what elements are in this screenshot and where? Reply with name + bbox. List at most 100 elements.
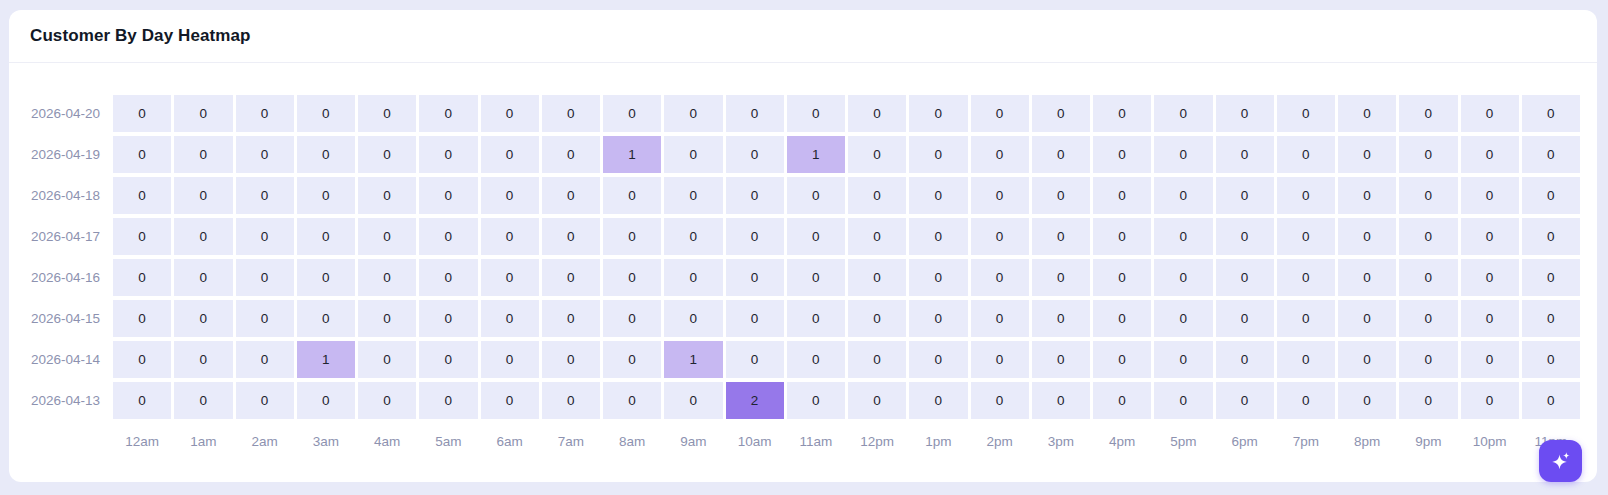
heatmap-cell[interactable]: 0 bbox=[1399, 95, 1457, 132]
heatmap-cell[interactable]: 0 bbox=[297, 95, 355, 132]
heatmap-cell[interactable]: 0 bbox=[542, 177, 600, 214]
heatmap-cell[interactable]: 0 bbox=[1032, 218, 1090, 255]
heatmap-cell[interactable]: 0 bbox=[419, 136, 477, 173]
heatmap-cell[interactable]: 0 bbox=[1216, 218, 1274, 255]
heatmap-cell[interactable]: 0 bbox=[481, 177, 539, 214]
heatmap-cell[interactable]: 0 bbox=[358, 300, 416, 337]
heatmap-cell[interactable]: 0 bbox=[1093, 300, 1151, 337]
heatmap-cell[interactable]: 0 bbox=[481, 136, 539, 173]
heatmap-cell[interactable]: 0 bbox=[1216, 341, 1274, 378]
heatmap-cell[interactable]: 0 bbox=[113, 95, 171, 132]
heatmap-cell[interactable]: 0 bbox=[848, 218, 906, 255]
heatmap-cell[interactable]: 0 bbox=[603, 177, 661, 214]
heatmap-cell[interactable]: 0 bbox=[1338, 136, 1396, 173]
heatmap-cell[interactable]: 0 bbox=[1277, 341, 1335, 378]
heatmap-cell[interactable]: 0 bbox=[542, 300, 600, 337]
heatmap-cell[interactable]: 0 bbox=[236, 341, 294, 378]
heatmap-cell[interactable]: 0 bbox=[909, 259, 967, 296]
heatmap-cell[interactable]: 0 bbox=[542, 218, 600, 255]
heatmap-cell[interactable]: 0 bbox=[787, 218, 845, 255]
heatmap-cell[interactable]: 0 bbox=[113, 382, 171, 419]
heatmap-cell[interactable]: 0 bbox=[481, 382, 539, 419]
heatmap-cell[interactable]: 0 bbox=[726, 341, 784, 378]
heatmap-cell[interactable]: 0 bbox=[726, 136, 784, 173]
heatmap-cell[interactable]: 0 bbox=[848, 259, 906, 296]
heatmap-cell[interactable]: 0 bbox=[848, 95, 906, 132]
heatmap-cell[interactable]: 0 bbox=[909, 382, 967, 419]
heatmap-cell[interactable]: 0 bbox=[1461, 95, 1519, 132]
heatmap-cell[interactable]: 0 bbox=[1461, 382, 1519, 419]
heatmap-cell[interactable]: 0 bbox=[1032, 95, 1090, 132]
heatmap-cell[interactable]: 0 bbox=[113, 341, 171, 378]
heatmap-cell[interactable]: 0 bbox=[1154, 95, 1212, 132]
heatmap-cell[interactable]: 0 bbox=[787, 177, 845, 214]
ai-assistant-button[interactable] bbox=[1539, 440, 1582, 482]
heatmap-cell[interactable]: 0 bbox=[542, 95, 600, 132]
heatmap-cell[interactable]: 0 bbox=[113, 177, 171, 214]
heatmap-cell[interactable]: 0 bbox=[236, 259, 294, 296]
heatmap-cell[interactable]: 0 bbox=[971, 259, 1029, 296]
heatmap-cell[interactable]: 0 bbox=[419, 259, 477, 296]
heatmap-cell[interactable]: 0 bbox=[787, 382, 845, 419]
heatmap-cell[interactable]: 0 bbox=[909, 300, 967, 337]
heatmap-cell[interactable]: 0 bbox=[971, 341, 1029, 378]
heatmap-cell[interactable]: 0 bbox=[297, 177, 355, 214]
heatmap-cell[interactable]: 0 bbox=[1522, 259, 1580, 296]
heatmap-cell[interactable]: 0 bbox=[1338, 259, 1396, 296]
heatmap-cell[interactable]: 0 bbox=[971, 177, 1029, 214]
heatmap-cell[interactable]: 0 bbox=[358, 382, 416, 419]
heatmap-cell[interactable]: 0 bbox=[174, 218, 232, 255]
heatmap-cell[interactable]: 0 bbox=[1399, 300, 1457, 337]
heatmap-cell[interactable]: 0 bbox=[174, 300, 232, 337]
heatmap-cell[interactable]: 0 bbox=[1522, 341, 1580, 378]
heatmap-cell[interactable]: 0 bbox=[848, 382, 906, 419]
heatmap-cell[interactable]: 0 bbox=[971, 136, 1029, 173]
heatmap-cell[interactable]: 0 bbox=[1338, 341, 1396, 378]
heatmap-cell[interactable]: 0 bbox=[664, 218, 722, 255]
heatmap-cell[interactable]: 2 bbox=[726, 382, 784, 419]
heatmap-cell[interactable]: 0 bbox=[603, 259, 661, 296]
heatmap-cell[interactable]: 0 bbox=[726, 259, 784, 296]
heatmap-cell[interactable]: 0 bbox=[1032, 177, 1090, 214]
heatmap-cell[interactable]: 0 bbox=[542, 382, 600, 419]
heatmap-cell[interactable]: 0 bbox=[1277, 218, 1335, 255]
heatmap-cell[interactable]: 0 bbox=[113, 300, 171, 337]
heatmap-cell[interactable]: 0 bbox=[1399, 341, 1457, 378]
heatmap-cell[interactable]: 0 bbox=[848, 136, 906, 173]
heatmap-cell[interactable]: 0 bbox=[848, 341, 906, 378]
heatmap-cell[interactable]: 0 bbox=[419, 218, 477, 255]
heatmap-cell[interactable]: 0 bbox=[1154, 382, 1212, 419]
heatmap-cell[interactable]: 0 bbox=[1216, 382, 1274, 419]
heatmap-cell[interactable]: 0 bbox=[664, 382, 722, 419]
heatmap-cell[interactable]: 0 bbox=[787, 259, 845, 296]
heatmap-cell[interactable]: 1 bbox=[603, 136, 661, 173]
heatmap-cell[interactable]: 0 bbox=[297, 300, 355, 337]
heatmap-cell[interactable]: 0 bbox=[297, 136, 355, 173]
heatmap-cell[interactable]: 0 bbox=[1461, 259, 1519, 296]
heatmap-cell[interactable]: 0 bbox=[1461, 177, 1519, 214]
heatmap-cell[interactable]: 0 bbox=[1399, 382, 1457, 419]
heatmap-cell[interactable]: 0 bbox=[787, 300, 845, 337]
heatmap-cell[interactable]: 0 bbox=[909, 218, 967, 255]
heatmap-cell[interactable]: 0 bbox=[1399, 136, 1457, 173]
heatmap-cell[interactable]: 0 bbox=[971, 95, 1029, 132]
heatmap-cell[interactable]: 0 bbox=[1399, 259, 1457, 296]
heatmap-cell[interactable]: 0 bbox=[726, 300, 784, 337]
heatmap-cell[interactable]: 0 bbox=[236, 177, 294, 214]
heatmap-cell[interactable]: 0 bbox=[909, 95, 967, 132]
heatmap-cell[interactable]: 0 bbox=[726, 177, 784, 214]
heatmap-cell[interactable]: 0 bbox=[1032, 136, 1090, 173]
heatmap-cell[interactable]: 1 bbox=[664, 341, 722, 378]
heatmap-cell[interactable]: 0 bbox=[174, 136, 232, 173]
heatmap-cell[interactable]: 0 bbox=[1522, 382, 1580, 419]
heatmap-cell[interactable]: 0 bbox=[1399, 177, 1457, 214]
heatmap-cell[interactable]: 0 bbox=[174, 341, 232, 378]
heatmap-cell[interactable]: 0 bbox=[1461, 341, 1519, 378]
heatmap-cell[interactable]: 0 bbox=[1032, 382, 1090, 419]
heatmap-cell[interactable]: 0 bbox=[664, 300, 722, 337]
heatmap-cell[interactable]: 0 bbox=[603, 382, 661, 419]
heatmap-cell[interactable]: 0 bbox=[236, 218, 294, 255]
heatmap-cell[interactable]: 0 bbox=[419, 95, 477, 132]
heatmap-cell[interactable]: 0 bbox=[1093, 136, 1151, 173]
heatmap-cell[interactable]: 0 bbox=[1216, 300, 1274, 337]
